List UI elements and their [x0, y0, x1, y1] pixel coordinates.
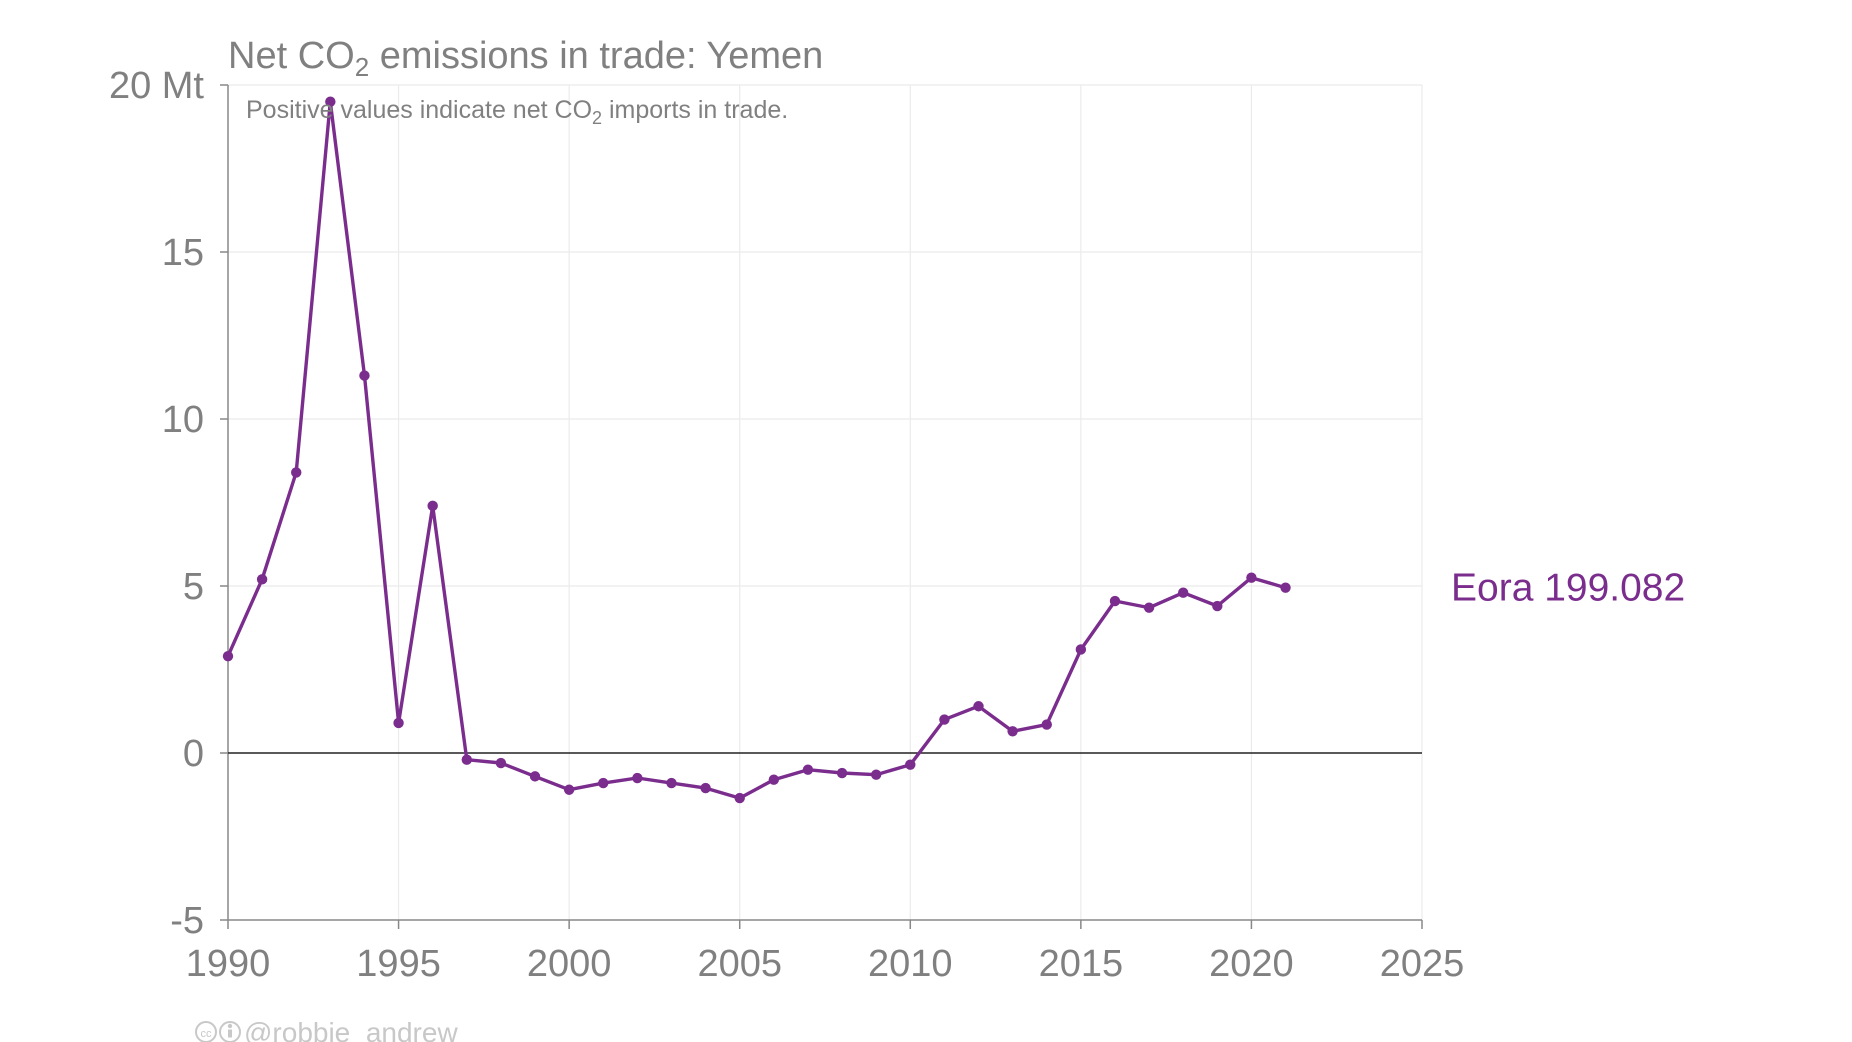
data-point [1212, 600, 1223, 612]
cc-icon: cc [195, 1021, 217, 1042]
tick-label-layer: -5 0 5 10 15 20 Mt 1990 1995 2000 2005 2010 2015 202… [109, 65, 1685, 985]
chart-subtitle-post: imports in trade. [602, 96, 788, 124]
data-point [700, 782, 711, 794]
data-point [427, 500, 438, 512]
y-tick-label: -5 [170, 900, 204, 942]
data-point [291, 467, 302, 478]
credit-handle: @robbie_andrew [244, 1017, 458, 1042]
attribution-icon [219, 1021, 241, 1042]
y-tick-label: 5 [183, 566, 204, 608]
data-point [802, 764, 814, 775]
data-point [222, 650, 234, 662]
x-tick-label: 2025 [1380, 943, 1465, 985]
chart-title-pre: Net CO [228, 35, 355, 77]
data-point [939, 714, 950, 725]
data-point [256, 574, 268, 585]
chart-subtitle-subscript: 2 [592, 108, 602, 128]
y-tick-label: 15 [162, 232, 204, 274]
x-tick-label: 2020 [1209, 943, 1294, 985]
axis-layer [220, 84, 1423, 929]
data-point [1246, 572, 1257, 583]
data-point [632, 772, 643, 784]
data-point [1007, 726, 1018, 737]
series-layer [222, 96, 1291, 804]
y-tick-label: 0 [183, 733, 204, 775]
data-point [325, 96, 336, 107]
x-tick-label: 2000 [527, 943, 612, 985]
data-point [734, 792, 745, 804]
data-point [1143, 602, 1155, 613]
data-point [905, 759, 916, 770]
data-point [461, 754, 472, 765]
data-point [1109, 595, 1121, 607]
data-point [1280, 582, 1291, 593]
x-tick-label: 2005 [697, 943, 782, 985]
data-point [598, 777, 609, 789]
svg-text:cc: cc [201, 1028, 213, 1040]
chart-title-subscript: 2 [355, 52, 369, 82]
data-point [495, 757, 507, 769]
chart-title-post: emissions in trade: Yemen [369, 35, 823, 77]
data-point [1178, 587, 1189, 598]
data-point [768, 774, 780, 785]
data-point [836, 767, 848, 779]
y-tick-label: 20 Mt [109, 65, 204, 107]
chart-subtitle-pre: Positive values indicate net CO [246, 96, 592, 124]
data-point [529, 771, 541, 782]
data-point [1041, 719, 1052, 730]
data-point [870, 769, 882, 780]
chart-title: Net CO2 emissions in trade: Yemen [228, 35, 823, 82]
data-point [563, 784, 575, 795]
x-tick-label: 1990 [186, 943, 271, 985]
y-tick-label: 10 [162, 399, 204, 441]
data-point [973, 701, 984, 712]
x-tick-label: 2015 [1039, 943, 1124, 985]
data-point [666, 777, 677, 789]
grid-layer [228, 84, 1423, 920]
series-end-label: Eora 199.082 [1451, 567, 1685, 610]
data-point [1075, 644, 1087, 655]
x-tick-label: 2010 [868, 943, 953, 985]
data-point [393, 717, 404, 729]
x-tick-label: 1995 [356, 943, 441, 985]
data-point [359, 370, 370, 381]
credit: cc @robbie_andrew [195, 1017, 458, 1042]
series-line-eora [226, 99, 1288, 800]
chart-subtitle: Positive values indicate net CO2 imports… [246, 96, 788, 128]
